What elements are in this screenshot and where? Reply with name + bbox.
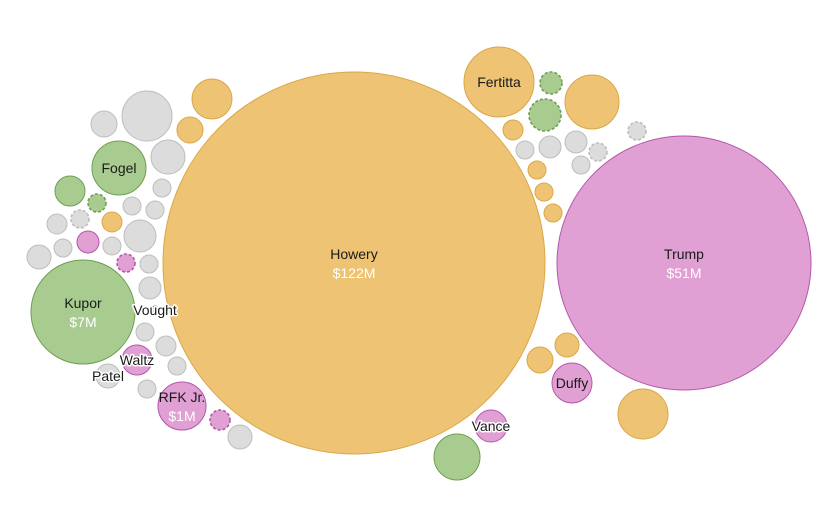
bubble-label-howery: Howery	[330, 246, 377, 262]
bubble-unlabeled-28[interactable]	[87, 193, 107, 213]
bubble-unlabeled-46[interactable]	[155, 335, 177, 357]
bubble-unlabeled-35[interactable]	[152, 178, 172, 198]
bubble-waltz[interactable]	[121, 344, 153, 376]
bubble-label-fogel: Fogel	[101, 160, 136, 176]
bubble-unlabeled-26[interactable]	[539, 71, 563, 95]
bubble-unlabeled-17[interactable]	[543, 203, 563, 223]
bubble-duffy[interactable]	[551, 362, 593, 404]
bubble-unlabeled-13[interactable]	[564, 74, 620, 130]
bubble-label-fertitta: Fertitta	[477, 74, 521, 90]
bubble-unlabeled-22[interactable]	[76, 230, 100, 254]
bubble-value-trump: $51M	[666, 265, 701, 281]
bubble-unlabeled-11[interactable]	[191, 78, 233, 120]
bubble-unlabeled-49[interactable]	[515, 140, 535, 160]
bubble-unlabeled-53[interactable]	[588, 142, 608, 162]
bubble-unlabeled-52[interactable]	[571, 155, 591, 175]
bubble-unlabeled-34[interactable]	[150, 139, 186, 175]
bubble-label-vought: Vought	[133, 302, 177, 318]
bubble-unlabeled-27[interactable]	[54, 175, 86, 207]
bubble-label-trump: Trump	[664, 246, 704, 262]
bubble-unlabeled-30[interactable]	[137, 379, 157, 399]
bubble-unlabeled-41[interactable]	[46, 213, 68, 235]
bubble-label-kupor: Kupor	[64, 295, 102, 311]
bubble-unlabeled-50[interactable]	[538, 135, 562, 159]
bubble-unlabeled-24[interactable]	[209, 409, 231, 431]
bubble-unlabeled-32[interactable]	[121, 90, 173, 142]
bubble-unlabeled-18[interactable]	[526, 346, 554, 374]
bubble-unlabeled-21[interactable]	[101, 211, 123, 233]
bubble-vance[interactable]	[474, 409, 508, 443]
bubble-label-rfk-jr: RFK Jr.	[159, 389, 206, 405]
bubble-unlabeled-54[interactable]	[627, 121, 647, 141]
bubble-label-vance: Vance	[472, 418, 511, 434]
bubble-fertitta[interactable]	[463, 46, 535, 118]
bubble-value-kupor: $7M	[69, 314, 96, 330]
bubble-patel[interactable]	[95, 363, 121, 389]
bubble-label-duffy: Duffy	[556, 375, 588, 391]
bubble-howery[interactable]	[162, 71, 546, 455]
bubble-unlabeled-38[interactable]	[123, 219, 157, 253]
bubble-unlabeled-45[interactable]	[135, 322, 155, 342]
bubble-unlabeled-44[interactable]	[138, 276, 162, 300]
bubble-unlabeled-14[interactable]	[502, 119, 524, 141]
bubble-unlabeled-37[interactable]	[122, 196, 142, 216]
bubble-fogel[interactable]	[91, 140, 147, 196]
bubble-unlabeled-36[interactable]	[145, 200, 165, 220]
label-layer: Howery $122M Trump $51M Kupor $7M RFK Jr. $1M Fe…	[64, 74, 704, 436]
bubble-kupor[interactable]	[30, 259, 136, 365]
bubble-layer	[26, 46, 812, 481]
bubble-label-patel: Patel	[92, 368, 124, 384]
bubble-unlabeled-25[interactable]	[528, 98, 562, 132]
bubble-unlabeled-16[interactable]	[534, 182, 554, 202]
bubble-value-rfk-jr: $1M	[168, 408, 195, 424]
bubble-unlabeled-33[interactable]	[90, 110, 118, 138]
bubble-unlabeled-12[interactable]	[176, 116, 204, 144]
bubble-trump[interactable]	[556, 135, 812, 391]
bubble-vought[interactable]	[150, 305, 160, 315]
bubble-unlabeled-15[interactable]	[527, 160, 547, 180]
bubble-rfk-jr[interactable]	[157, 381, 207, 431]
bubble-unlabeled-31[interactable]	[70, 209, 90, 229]
bubble-unlabeled-40[interactable]	[53, 238, 73, 258]
bubble-unlabeled-19[interactable]	[554, 332, 580, 358]
bubble-unlabeled-47[interactable]	[167, 356, 187, 376]
bubble-label-waltz: Waltz	[120, 352, 154, 368]
bubble-unlabeled-42[interactable]	[26, 244, 52, 270]
bubble-unlabeled-29[interactable]	[433, 433, 481, 481]
bubble-value-howery: $122M	[333, 265, 376, 281]
bubble-unlabeled-43[interactable]	[139, 254, 159, 274]
bubble-unlabeled-20[interactable]	[617, 388, 669, 440]
bubble-unlabeled-51[interactable]	[564, 130, 588, 154]
bubble-unlabeled-23[interactable]	[116, 253, 136, 273]
bubble-unlabeled-39[interactable]	[102, 236, 122, 256]
bubble-unlabeled-48[interactable]	[227, 424, 253, 450]
